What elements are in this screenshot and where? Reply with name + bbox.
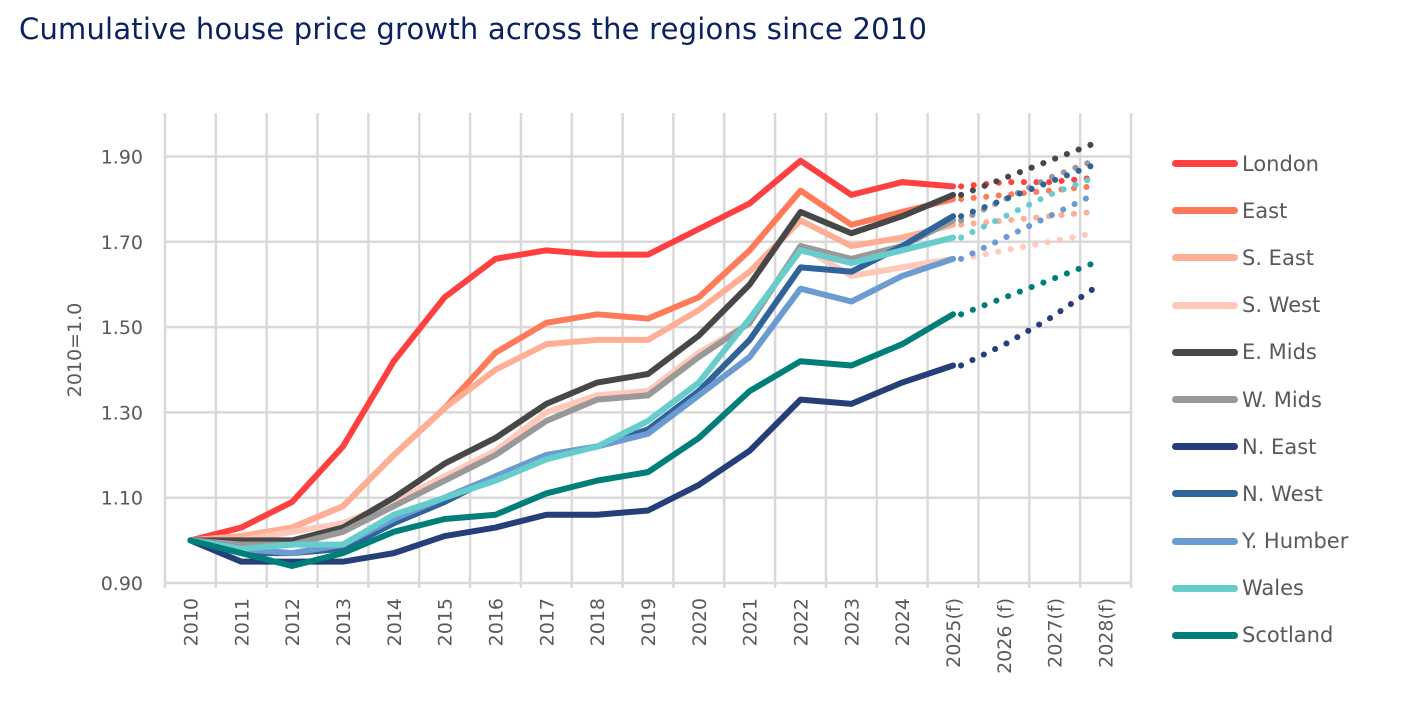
legend-item: Y. Humber	[1172, 518, 1348, 565]
x-tick-label: 2012	[282, 598, 304, 646]
series-scotland	[187, 260, 1097, 569]
x-axis-ticks: 2010 2011 2012 2013 2014 2015 2016 2017 2018 2019…	[180, 598, 1117, 674]
forecast-line	[958, 174, 1097, 190]
x-tick-label: 2024	[892, 598, 914, 646]
x-tick-label: 2013	[333, 598, 355, 646]
legend-swatch	[1172, 584, 1238, 592]
x-tick-label: 2027(f)	[1045, 598, 1067, 668]
x-tick-label: 2023	[841, 598, 863, 646]
series-east	[187, 183, 1097, 544]
x-tick-label: 2019	[638, 598, 660, 646]
chart-title: Cumulative house price growth across the…	[19, 12, 928, 46]
y-tick-label: 0.90	[101, 573, 143, 595]
series-n-west	[187, 162, 1097, 557]
legend-swatch	[1172, 301, 1238, 309]
grid	[163, 113, 1133, 588]
x-tick-label: 2010	[180, 598, 202, 646]
x-tick-label: 2015	[435, 598, 457, 646]
actual-line	[187, 217, 957, 548]
x-tick-label: 2022	[791, 598, 813, 646]
series-s-west	[187, 230, 1097, 544]
legend-swatch	[1172, 254, 1238, 262]
x-tick-label: 2021	[740, 598, 762, 646]
legend-item: Wales	[1172, 565, 1348, 612]
legend-item: N. West	[1172, 470, 1348, 517]
legend-swatch	[1172, 348, 1238, 356]
legend-swatch	[1172, 160, 1238, 168]
legend-swatch	[1172, 537, 1238, 545]
legend-label: S. East	[1242, 245, 1314, 270]
actual-line	[187, 217, 957, 544]
forecast-line	[958, 157, 1097, 224]
legend-label: London	[1242, 151, 1319, 176]
actual-line	[187, 311, 957, 569]
legend-item: East	[1172, 187, 1348, 234]
legend-swatch	[1172, 443, 1238, 451]
series-s-east	[187, 208, 1097, 544]
legend-item: E. Mids	[1172, 329, 1348, 376]
forecast-line	[958, 174, 1097, 241]
legend-item: S. West	[1172, 282, 1348, 329]
y-axis-label: 2010=1.0	[64, 303, 86, 398]
actual-line	[187, 243, 957, 544]
forecast-line	[958, 230, 1097, 262]
legend-swatch	[1172, 207, 1238, 215]
x-tick-label: 2014	[384, 598, 406, 646]
legend-item: Scotland	[1172, 612, 1348, 659]
y-tick-label: 1.90	[101, 147, 143, 169]
x-tick-label: 2028(f)	[1096, 598, 1118, 668]
legend-label: N. West	[1242, 481, 1323, 506]
series-wales	[187, 174, 1097, 552]
forecast-line	[958, 191, 1097, 262]
forecast-line	[958, 140, 1097, 198]
legend-item: S. East	[1172, 234, 1348, 281]
legend-swatch	[1172, 631, 1238, 639]
x-tick-label: 2017	[536, 598, 558, 646]
actual-line	[187, 191, 957, 544]
forecast-line	[958, 260, 1097, 318]
legend-label: East	[1242, 198, 1288, 223]
x-tick-label: 2026 (f)	[994, 598, 1016, 674]
x-tick-label: 2018	[587, 598, 609, 646]
actual-line	[187, 157, 957, 544]
legend-label: Y. Humber	[1242, 529, 1349, 554]
x-tick-label: 2011	[231, 598, 253, 646]
forecast-line	[958, 285, 1097, 369]
forecast-line	[958, 208, 1097, 228]
legend-label: S. West	[1242, 293, 1321, 318]
y-tick-label: 1.50	[101, 317, 143, 339]
legend-label: N. East	[1242, 434, 1317, 459]
series-w-mids	[187, 157, 1097, 548]
x-tick-label: 2025(f)	[943, 598, 965, 668]
series-e-mids	[187, 140, 1097, 544]
legend-label: Scotland	[1242, 623, 1334, 648]
legend-item: W. Mids	[1172, 376, 1348, 423]
legend-label: E. Mids	[1242, 340, 1317, 365]
series-london	[187, 157, 1097, 544]
legend-swatch	[1172, 490, 1238, 498]
actual-line	[187, 234, 957, 552]
legend: London East S. East S. West E. Mids W. Mids N.…	[1172, 140, 1348, 659]
y-tick-label: 1.70	[101, 232, 143, 254]
y-axis-ticks: 0.90 1.10 1.30 1.50 1.70 1.90	[101, 147, 143, 596]
y-tick-label: 1.30	[101, 402, 143, 424]
legend-swatch	[1172, 396, 1238, 404]
x-tick-label: 2016	[485, 598, 507, 646]
x-tick-label: 2020	[689, 598, 711, 646]
legend-item: N. East	[1172, 423, 1348, 470]
legend-item: London	[1172, 140, 1348, 187]
y-tick-label: 1.10	[101, 488, 143, 510]
series-lines	[187, 140, 1097, 569]
forecast-line	[958, 162, 1097, 220]
legend-label: W. Mids	[1242, 387, 1322, 412]
forecast-line	[958, 183, 1097, 203]
legend-label: Wales	[1242, 576, 1304, 601]
